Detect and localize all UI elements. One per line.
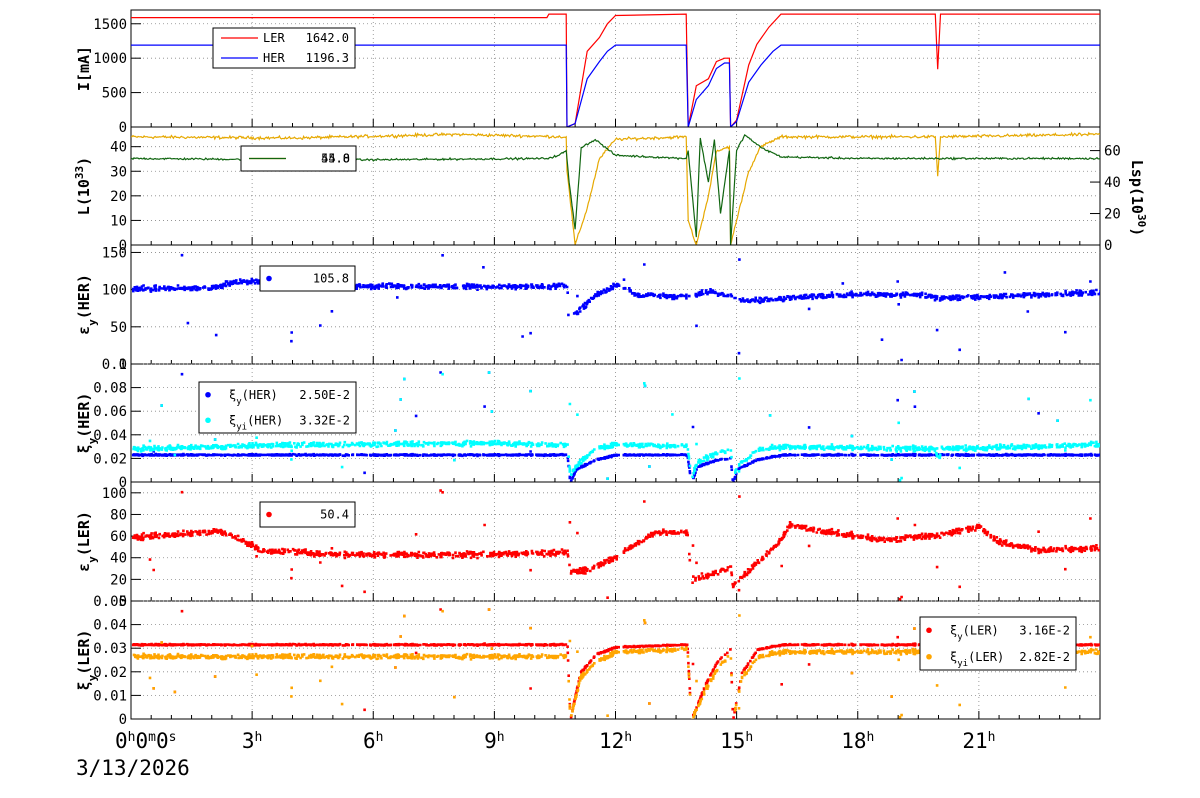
legend-value: 105.8 [313,272,349,286]
y-tick-label: 60 [110,529,127,545]
y2-tick-label: 20 [1104,207,1121,223]
y-tick-label: 20 [110,572,127,588]
y-tick-label: 0.01 [93,688,127,704]
y-tick-label: 0 [119,594,127,610]
y-tick-label: 0.08 [93,381,127,397]
legend-value: 1642.0 [306,31,349,45]
legend: 50.4 [259,501,356,528]
x-tick-label: 6h [363,729,383,753]
y-tick-label: 0 [119,357,127,373]
x-tick-label: 15h [720,729,753,753]
y-axis-label: I[mA] [75,46,93,91]
y-tick-label: 100 [102,283,127,299]
y-tick-label: 0.02 [93,665,127,681]
series-line-1 [131,131,1100,245]
y-axis-label: εy(LER) [75,511,99,572]
legend: 44.855.0 [240,145,357,172]
legend-value: 55.0 [321,152,350,166]
y-axis-label: L(1033) [73,157,94,215]
legend-name: HER [263,51,285,65]
plot-area [131,371,1100,482]
y-tick-label: 0.04 [93,428,127,444]
x-tick-label: 9h [484,729,504,753]
legend-value: 1196.3 [306,51,349,65]
legend-box [259,265,356,292]
y2-tick-label: 40 [1104,175,1121,191]
y-axis-label: ξy(LER) [75,630,99,691]
legend: 105.8 [259,265,356,292]
legend-value: 2.50E-2 [299,388,350,402]
scatter-series-1 [131,371,1100,482]
y-tick-label: 20 [110,189,127,205]
panel-6: 0 0.01 0.02 0.03 0.04 0.05 ξy(LER) ξy(LER) 3.16E… [75,594,1101,728]
y2-tick-label: 0 [1104,238,1112,254]
legend: LER 1642.0 HER 1196.3 [212,27,356,69]
y2-axis-label: Lsp(1030) [1128,160,1149,236]
y-tick-label: 0 [119,120,127,136]
y-tick-label: 0.04 [93,618,127,634]
legend-value: 44.8 [321,152,350,166]
y-tick-label: 0.02 [93,451,127,467]
y-tick-label: 0.06 [93,404,127,420]
y-tick-label: 0.1 [102,357,127,373]
x-tick-label: 21h [962,729,995,753]
legend-box [212,27,356,69]
y-tick-label: 50 [110,320,127,336]
x-tick-label: 0h0m0s [115,729,176,753]
plot-area [131,13,1100,127]
x-axis-labels: 0h0m0s 3h 6h 9h 12h 15h 18h 21h [115,729,995,753]
legend-swatch [205,391,211,398]
legend-value: 50.4 [320,508,349,522]
y2-tick-label: 60 [1104,144,1121,160]
y-tick-label: 0 [119,475,127,491]
y-tick-label: 30 [110,164,127,180]
legend-value: 2.82E-2 [1019,650,1070,664]
legend-box [919,616,1077,671]
legend-swatch [266,511,272,518]
y-tick-label: 0.03 [93,641,127,657]
x-tick-label: 3h [242,729,262,753]
y-axis-label: εy(HER) [75,274,99,335]
y-tick-label: 80 [110,507,127,523]
legend-value: 3.32E-2 [299,413,350,427]
y-tick-label: 0 [119,712,127,728]
legend-box [198,381,357,434]
panel-2: 0 10 20 30 40 L(1033) 0 20 40 60 Lsp(1030) 44.855.0 [73,126,1149,254]
x-tick-label: 12h [599,729,632,753]
legend-swatch [205,417,211,424]
legend-box [259,501,356,528]
y-tick-label: 0 [119,238,127,254]
panel-frame [130,481,1101,602]
y-tick-label: 40 [110,140,127,156]
y-axis-label: ξy(HER) [75,393,99,454]
y-tick-label: 1500 [93,17,127,33]
x-tick-label: 18h [841,729,874,753]
y-tick-label: 100 [102,486,127,502]
y-tick-label: 10 [110,213,127,229]
y-tick-label: 40 [110,551,127,567]
panel-4: 0 0.02 0.04 0.06 0.08 0.1 ξy(HER) ξy(HER) 2.50E-… [75,357,1101,491]
legend-value: 3.16E-2 [1019,623,1070,637]
legend-swatch [926,653,932,660]
legend-swatch [926,627,932,634]
y-tick-label: 500 [102,86,127,102]
y-tick-label: 0.05 [93,594,127,610]
series-line-2 [131,44,1100,127]
date-label: 3/13/2026 [76,756,190,780]
panel-frame [130,244,1101,365]
legend-name: LER [263,31,285,45]
legend-swatch [266,275,272,282]
y-tick-label: 1000 [93,51,127,67]
legend-name: ξy(LER) [950,623,999,642]
y-tick-label: 150 [102,245,127,261]
